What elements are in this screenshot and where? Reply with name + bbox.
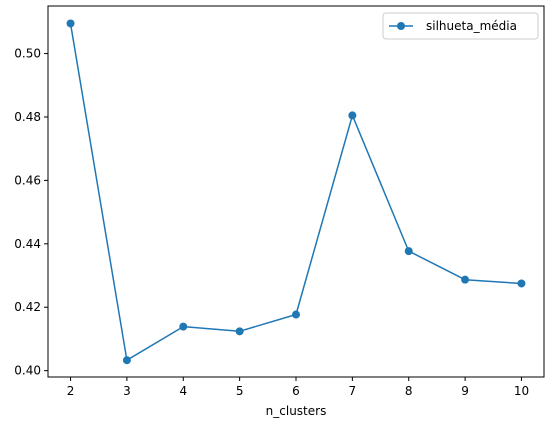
legend-marker-icon <box>397 22 405 30</box>
x-tick-label: 5 <box>236 384 244 398</box>
x-tick-label: 6 <box>292 384 300 398</box>
data-point <box>404 247 413 256</box>
plot-area <box>48 6 544 377</box>
y-tick-label: 0.44 <box>14 237 41 251</box>
data-point <box>122 356 131 365</box>
data-point <box>348 111 357 120</box>
data-point <box>235 327 244 336</box>
legend-box <box>382 12 539 40</box>
x-tick-label: 7 <box>349 384 357 398</box>
data-point <box>66 19 75 28</box>
y-tick-label: 0.46 <box>14 173 41 187</box>
y-tick-label: 0.40 <box>14 364 41 378</box>
data-point <box>517 279 526 288</box>
data-point <box>179 322 188 331</box>
legend: silhueta_média <box>382 12 539 40</box>
data-point <box>292 310 300 319</box>
data-point <box>461 275 470 284</box>
y-tick-label: 0.48 <box>14 110 41 124</box>
axes-layer: 2 3 4 5 6 7 8 9 10 0.40 0.42 0.44 0.46 0.48 0.50 <box>14 5 545 398</box>
x-tick-label: 2 <box>67 384 75 398</box>
x-tick-label: 4 <box>179 384 187 398</box>
y-tick-label: 0.50 <box>14 47 41 61</box>
y-tick-label: 0.42 <box>14 300 41 314</box>
x-axis-label: n_clusters <box>266 404 327 418</box>
x-tick-label: 3 <box>123 384 131 398</box>
x-tick-label: 10 <box>514 384 529 398</box>
legend-entry-label: silhueta_média <box>426 19 517 33</box>
series-layer <box>66 19 526 365</box>
x-tick-label: 9 <box>461 384 469 398</box>
x-tick-label: 8 <box>405 384 413 398</box>
